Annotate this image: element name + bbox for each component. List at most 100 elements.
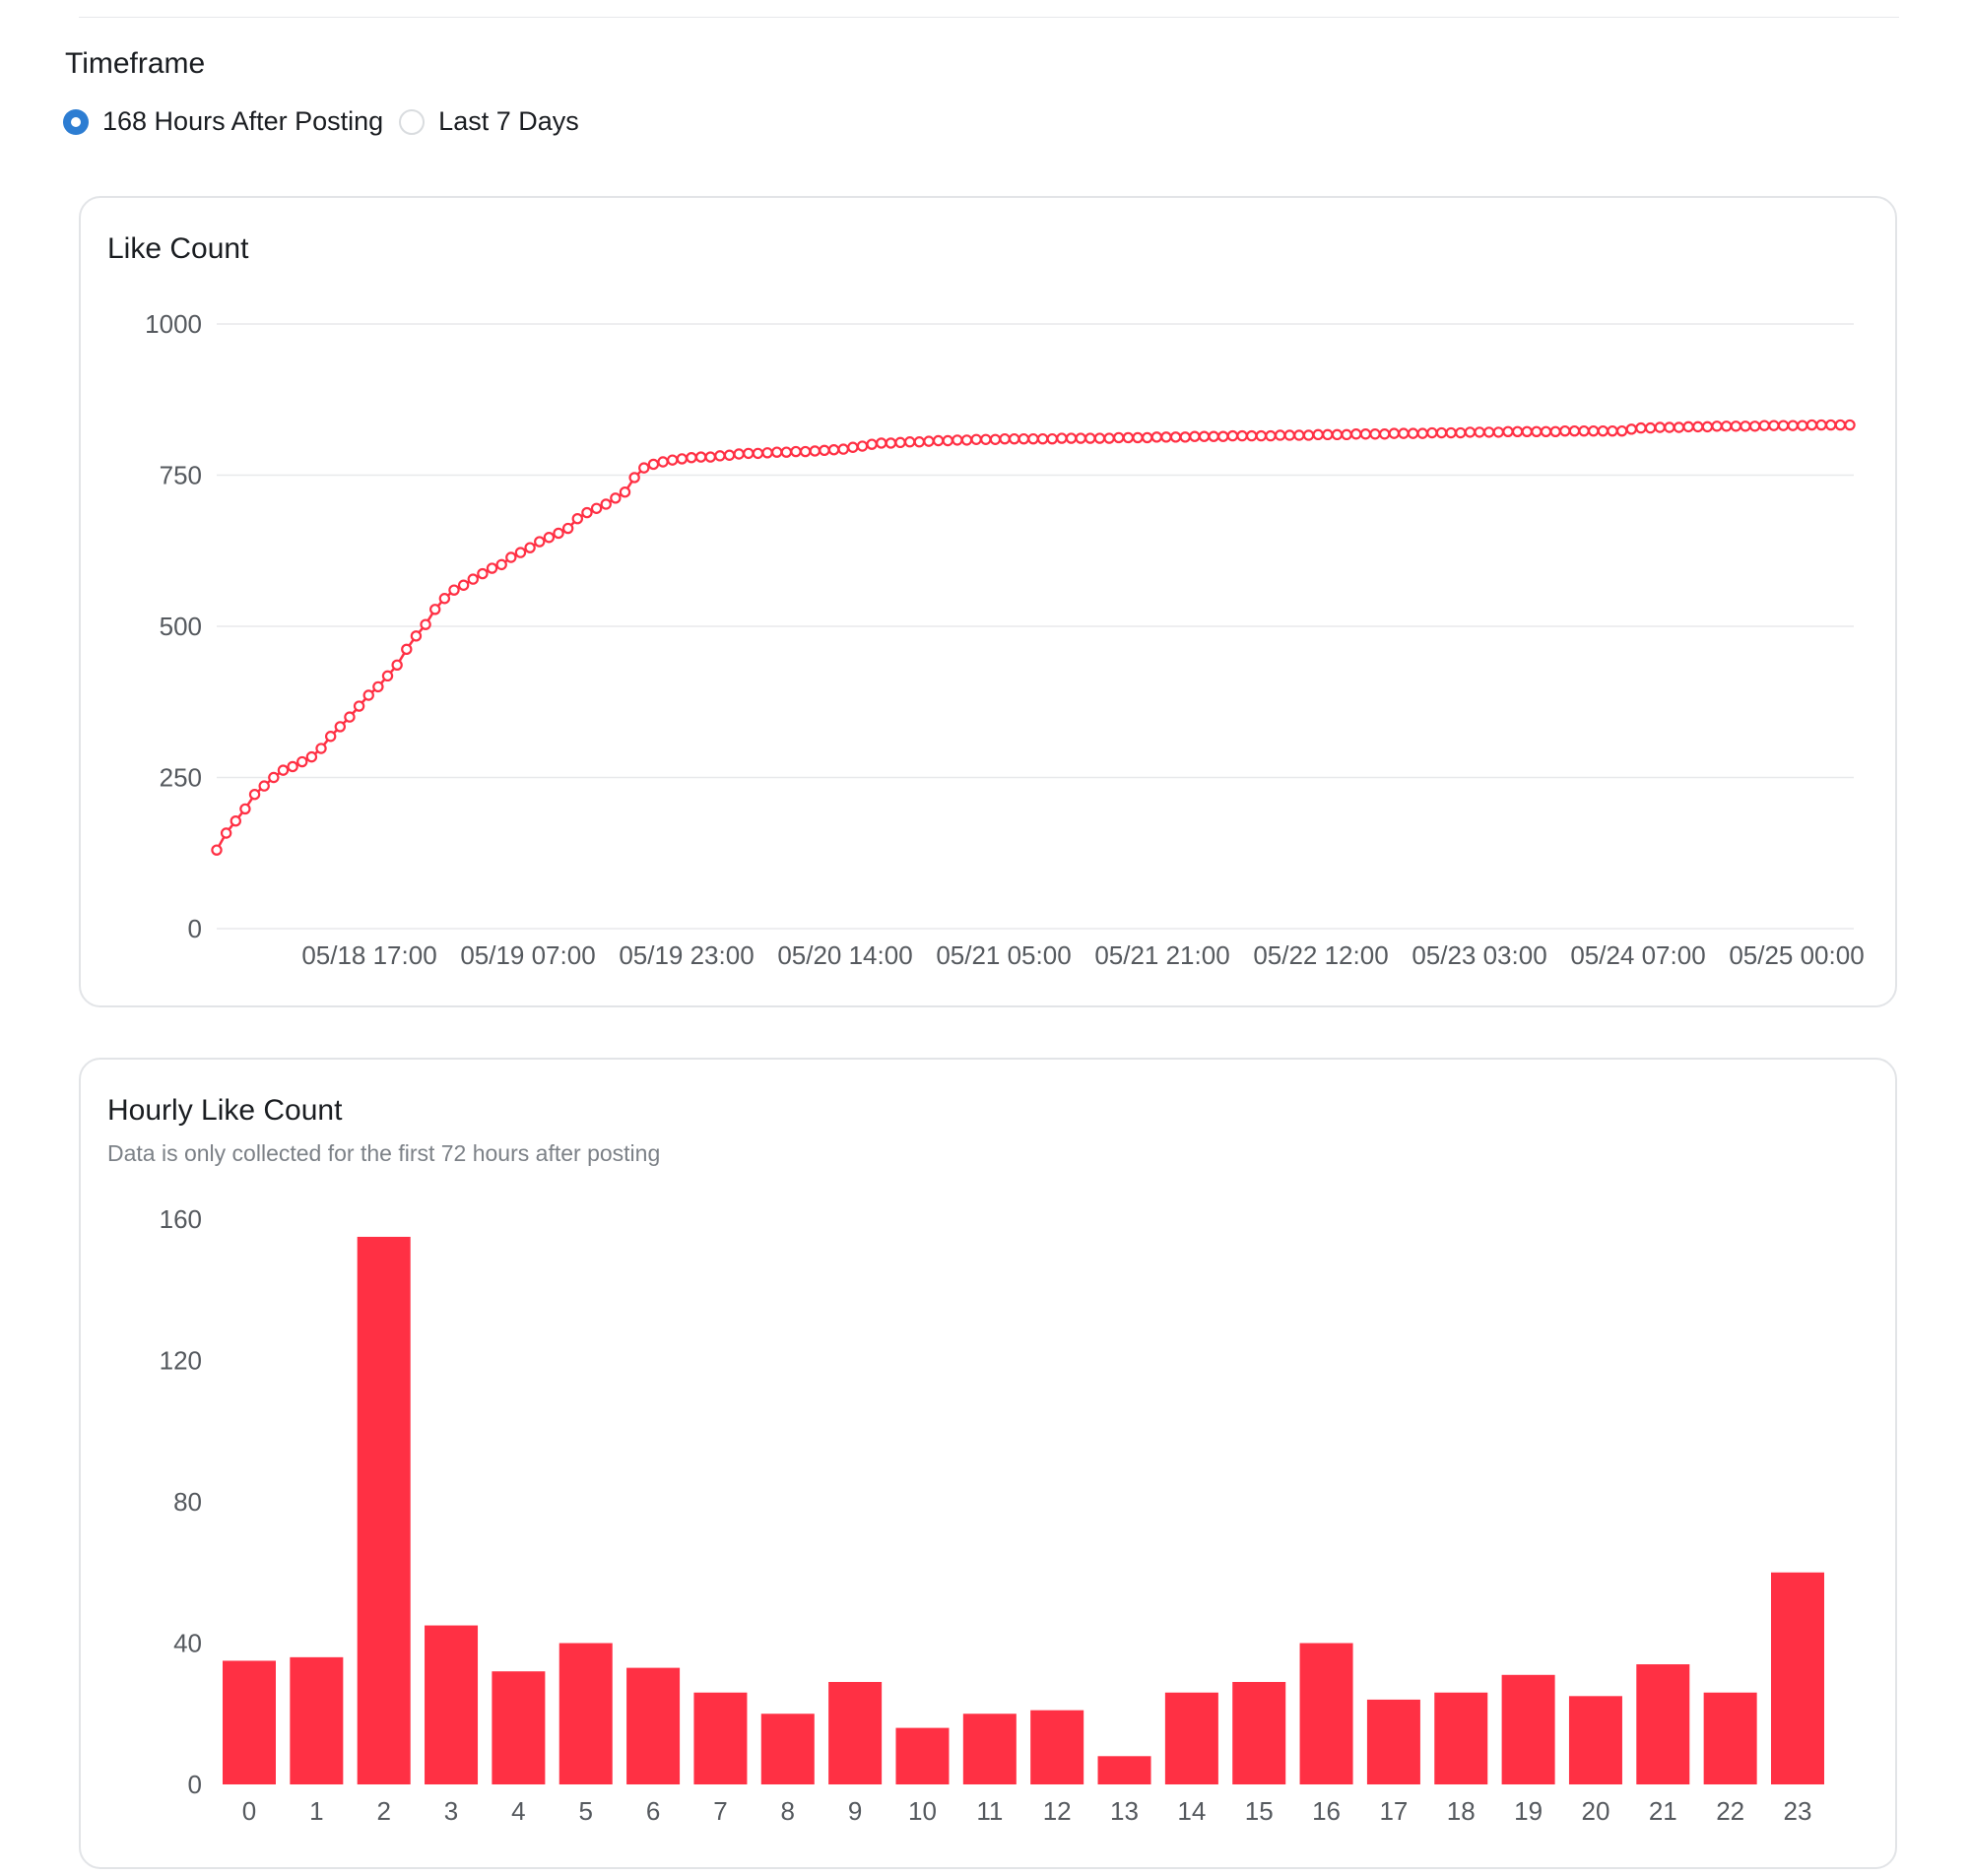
- like-count-point: [230, 815, 241, 827]
- like-count-point: [1748, 420, 1761, 432]
- like-count-point: [638, 462, 650, 474]
- timeframe-radio-group: 168 Hours After Posting Last 7 Days: [63, 106, 595, 137]
- like-count-point: [1312, 428, 1324, 441]
- like-count-point: [495, 558, 507, 571]
- like-count-point: [628, 472, 640, 484]
- like-count-point: [1027, 432, 1039, 445]
- hourly-x-tick-label: 21: [1649, 1796, 1677, 1826]
- like-count-point: [1113, 431, 1125, 444]
- hourly-x-tick-label: 0: [242, 1796, 256, 1826]
- like-count-point: [1189, 430, 1201, 442]
- hourly-bar: [492, 1671, 546, 1784]
- hourly-bar: [425, 1625, 479, 1784]
- like-count-title: Like Count: [107, 232, 249, 265]
- like-count-point: [1388, 427, 1401, 439]
- timeframe-option-168-hours[interactable]: 168 Hours After Posting: [63, 106, 383, 137]
- like-count-x-tick-label: 05/19 07:00: [460, 940, 595, 970]
- hourly-x-tick-label: 17: [1379, 1796, 1408, 1826]
- like-count-point: [334, 721, 347, 733]
- hourly-x-tick-label: 1: [309, 1796, 323, 1826]
- like-count-point: [590, 502, 603, 514]
- radio-selected-icon[interactable]: [63, 108, 89, 135]
- like-count-point: [676, 453, 689, 465]
- like-count-point: [1378, 428, 1391, 440]
- like-count-y-tick-label: 750: [160, 461, 202, 490]
- like-count-point: [752, 447, 764, 460]
- like-count-point: [1265, 429, 1277, 442]
- like-count-x-tick-label: 05/23 03:00: [1412, 940, 1546, 970]
- like-count-point: [1521, 425, 1533, 437]
- hourly-bar: [1366, 1699, 1420, 1784]
- like-count-point: [1369, 428, 1381, 440]
- like-count-point: [686, 451, 697, 464]
- like-count-point: [486, 562, 498, 574]
- like-count-point: [1065, 432, 1078, 444]
- like-count-point: [1160, 431, 1172, 443]
- like-count-point: [1435, 426, 1448, 439]
- like-count-point: [1701, 420, 1714, 433]
- like-count-point: [1578, 424, 1590, 437]
- hourly-bar: [1771, 1572, 1824, 1784]
- like-count-point: [248, 788, 261, 801]
- hourly-bar: [895, 1727, 950, 1784]
- like-count-point: [534, 536, 546, 548]
- like-count-point: [362, 689, 374, 701]
- like-count-point: [989, 433, 1002, 445]
- like-count-point: [619, 485, 631, 498]
- hourly-x-tick-label: 15: [1245, 1796, 1274, 1826]
- like-count-point: [277, 764, 290, 776]
- like-count-point: [657, 456, 669, 468]
- like-count-point: [1331, 428, 1344, 441]
- hourly-bar: [962, 1714, 1017, 1784]
- like-count-point: [894, 436, 906, 449]
- hourly-x-tick-label: 14: [1177, 1796, 1206, 1826]
- like-count-chart: 0 250 500 750 1000 05/18 17:00 05/19 07:00 05/…: [145, 309, 1865, 970]
- hourly-x-tick-label: 2: [376, 1796, 390, 1826]
- like-count-point: [1844, 419, 1856, 431]
- like-count-point: [1009, 432, 1020, 445]
- like-count-point: [885, 437, 897, 449]
- like-count-point: [1768, 420, 1780, 431]
- like-count-point: [704, 451, 716, 463]
- like-count-point: [942, 434, 953, 447]
- like-count-point: [372, 680, 384, 693]
- like-count-point: [438, 593, 451, 605]
- like-count-point: [876, 437, 887, 449]
- hourly-x-tick-label: 13: [1110, 1796, 1139, 1826]
- timeframe-option-label: Last 7 Days: [438, 106, 579, 136]
- like-count-point: [610, 492, 622, 504]
- like-count-point: [819, 444, 830, 457]
- like-count-point: [571, 513, 584, 525]
- like-count-point: [258, 780, 270, 792]
- like-count-point: [1103, 432, 1115, 444]
- hourly-like-count-card: Hourly Like Count Data is only collected…: [79, 1058, 1897, 1869]
- like-count-point: [1046, 432, 1058, 445]
- hourly-like-count-title: Hourly Like Count: [107, 1094, 343, 1127]
- like-count-point: [1208, 430, 1219, 442]
- hourly-bar: [1097, 1756, 1151, 1784]
- like-count-point: [1673, 421, 1685, 433]
- radio-unselected-icon[interactable]: [399, 108, 426, 135]
- timeframe-option-label: 168 Hours After Posting: [102, 106, 384, 136]
- like-count-point: [561, 522, 574, 535]
- like-count-point: [1293, 429, 1305, 441]
- like-count-point: [315, 743, 327, 754]
- like-count-point: [723, 449, 736, 461]
- like-count-point: [837, 443, 849, 455]
- like-count-point: [1359, 428, 1372, 440]
- hourly-bar: [626, 1667, 681, 1784]
- like-count-point: [923, 435, 935, 447]
- like-count-point: [960, 434, 973, 446]
- hourly-x-tick-label: 9: [848, 1796, 862, 1826]
- like-count-point: [1559, 424, 1571, 437]
- hourly-x-tick-label: 11: [976, 1796, 1003, 1826]
- like-count-point: [1274, 429, 1286, 441]
- like-count-point: [743, 447, 755, 460]
- like-count-point: [1806, 419, 1818, 431]
- hourly-bar: [558, 1643, 613, 1784]
- like-count-point: [1407, 427, 1419, 439]
- like-count-point: [970, 433, 982, 445]
- like-count-point: [1217, 430, 1229, 442]
- timeframe-option-last-7-days[interactable]: Last 7 Days: [399, 106, 579, 137]
